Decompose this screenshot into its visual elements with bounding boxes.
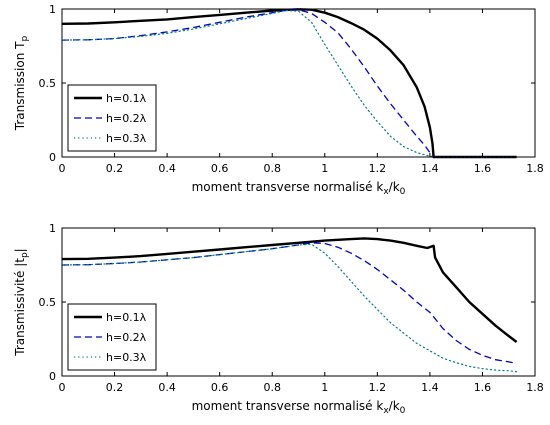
xtick-label: 1.6 bbox=[474, 162, 492, 175]
top-ylabel: Transmission Tp bbox=[13, 36, 30, 132]
ytick-label: 0.5 bbox=[39, 296, 57, 309]
xtick-label: 0.4 bbox=[158, 381, 176, 394]
top-xlabel-mid: /k bbox=[389, 180, 400, 194]
top-xlabel-main: moment transverse normalisé k bbox=[192, 180, 384, 194]
top-legend-label-0: h=0.1λ bbox=[106, 92, 147, 105]
bottom-tick-labels: 0 0.2 0.4 0.6 0.8 1 1.2 1.4 1.6 1.8 0 0.5 1 bbox=[39, 222, 544, 394]
xtick-label: 0.4 bbox=[158, 162, 176, 175]
top-subplot: 0 0.2 0.4 0.6 0.8 1 1.2 1.4 1.6 1.8 0 0.5 1 moment t… bbox=[13, 3, 544, 197]
bottom-legend-box bbox=[67, 303, 157, 371]
bottom-subplot: 0 0.2 0.4 0.6 0.8 1 1.2 1.4 1.6 1.8 0 0.5 1 moment t… bbox=[13, 222, 544, 416]
top-xlabel-sub2: 0 bbox=[400, 187, 406, 197]
top-legend-box bbox=[67, 84, 157, 152]
series-line-2 bbox=[61, 243, 518, 373]
bottom-legend: h=0.1λ h=0.2λ h=0.3λ bbox=[67, 303, 157, 371]
bottom-ylabel-end: | bbox=[13, 248, 27, 252]
top-tick-labels: 0 0.2 0.4 0.6 0.8 1 1.2 1.4 1.6 1.8 0 0.5 1 bbox=[39, 3, 544, 175]
bottom-xlabel-sub1: x bbox=[383, 406, 389, 416]
top-ylabel-main: Transmission T bbox=[13, 41, 27, 131]
xtick-label: 0.8 bbox=[263, 381, 281, 394]
bottom-axes-frame bbox=[61, 227, 536, 377]
xtick-label: 0.6 bbox=[211, 162, 229, 175]
bottom-xlabel: moment transverse normalisé kx/k0 bbox=[192, 399, 406, 416]
xtick-label: 1 bbox=[321, 381, 328, 394]
xtick-label: 1 bbox=[321, 162, 328, 175]
xtick-label: 0.8 bbox=[263, 162, 281, 175]
top-axes-frame bbox=[61, 8, 536, 158]
top-legend: h=0.1λ h=0.2λ h=0.3λ bbox=[67, 84, 157, 152]
top-xlabel-sub1: x bbox=[383, 187, 389, 197]
top-legend-label-1: h=0.2λ bbox=[106, 112, 147, 125]
bottom-ylabel: Transmissivité |tp| bbox=[13, 248, 30, 356]
ytick-label: 0 bbox=[49, 151, 56, 164]
top-legend-label-2: h=0.3λ bbox=[106, 132, 147, 145]
bottom-ylabel-main: Transmissivité |t bbox=[13, 258, 27, 357]
series-line-0 bbox=[61, 8, 517, 159]
ytick-label: 1 bbox=[49, 3, 56, 16]
ytick-label: 0 bbox=[49, 370, 56, 383]
bottom-xlabel-main: moment transverse normalisé k bbox=[192, 399, 384, 413]
top-ylabel-sub: p bbox=[20, 36, 30, 42]
xtick-label: 0 bbox=[59, 381, 66, 394]
ytick-label: 0.5 bbox=[39, 77, 57, 90]
bottom-ylabel-sub: p bbox=[20, 252, 30, 258]
xtick-label: 1.8 bbox=[526, 381, 544, 394]
series-line-1 bbox=[61, 9, 517, 158]
xtick-label: 0.2 bbox=[106, 162, 124, 175]
xtick-label: 1.2 bbox=[369, 381, 387, 394]
bottom-legend-label-0: h=0.1λ bbox=[106, 311, 147, 324]
bottom-xlabel-mid: /k bbox=[389, 399, 400, 413]
xtick-label: 1.2 bbox=[369, 162, 387, 175]
series-line-1 bbox=[61, 242, 517, 365]
xtick-label: 0.6 bbox=[211, 381, 229, 394]
xtick-label: 1.4 bbox=[421, 381, 439, 394]
bottom-legend-label-2: h=0.3λ bbox=[106, 351, 147, 364]
bottom-xlabel-sub2: 0 bbox=[400, 406, 406, 416]
xtick-label: 1.4 bbox=[421, 162, 439, 175]
bottom-legend-label-1: h=0.2λ bbox=[106, 331, 147, 344]
xtick-label: 0 bbox=[59, 162, 66, 175]
bottom-series-lines bbox=[61, 237, 518, 373]
xtick-label: 0.2 bbox=[106, 381, 124, 394]
xtick-label: 1.8 bbox=[526, 162, 544, 175]
xtick-label: 1.6 bbox=[474, 381, 492, 394]
series-line-0 bbox=[61, 237, 518, 343]
ytick-label: 1 bbox=[49, 222, 56, 235]
top-xlabel: moment transverse normalisé kx/k0 bbox=[192, 180, 406, 197]
